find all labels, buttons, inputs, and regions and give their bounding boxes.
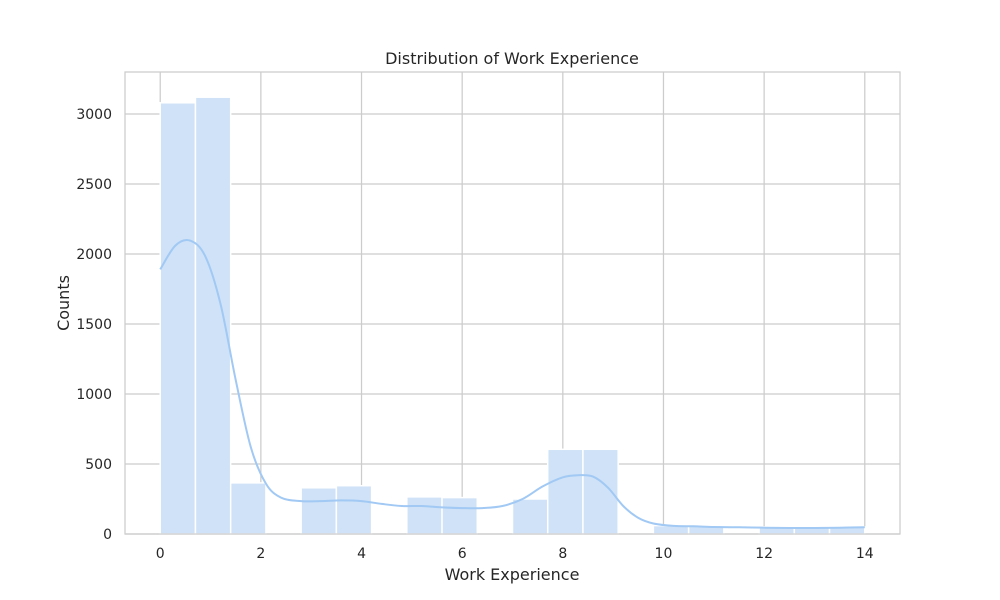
x-tick-label: 0: [156, 546, 165, 562]
x-tick-label: 2: [256, 546, 265, 562]
histogram-bars: [159, 96, 866, 535]
y-tick-label: 1000: [76, 387, 112, 403]
histogram-bar: [194, 96, 232, 535]
x-tick-label: 6: [458, 546, 467, 562]
histogram-bar: [335, 484, 373, 535]
y-tick-label: 2000: [76, 247, 112, 263]
x-tick-label: 4: [357, 546, 366, 562]
y-tick-label: 3000: [76, 107, 112, 123]
y-tick-label: 1500: [76, 317, 112, 333]
histogram-bar: [406, 496, 443, 535]
y-axis-label: Counts: [54, 275, 73, 331]
y-tick-label: 2500: [76, 177, 112, 193]
histogram-bar: [511, 498, 549, 535]
histogram-bar: [300, 487, 338, 535]
x-tick-labels: 0 2 4 6 8 10 12 14: [156, 546, 874, 562]
y-tick-label: 500: [85, 457, 112, 473]
histogram-bar: [159, 102, 197, 535]
x-axis-label: Work Experience: [445, 565, 580, 584]
plot-frame: [124, 71, 901, 535]
x-tick-label: 10: [655, 546, 673, 562]
x-tick-label: 8: [558, 546, 567, 562]
histogram-bar: [229, 482, 267, 535]
chart-title: Distribution of Work Experience: [385, 49, 639, 68]
histogram-bar: [546, 448, 584, 535]
x-tick-label: 14: [856, 546, 874, 562]
kde-curve: [159, 239, 865, 530]
y-tick-label: 0: [103, 527, 112, 543]
histogram-bar: [441, 496, 479, 535]
grid-lines: [125, 72, 900, 535]
x-tick-label: 12: [755, 546, 773, 562]
y-tick-labels: 0 500 1000 1500 2000 2500 3000: [76, 107, 112, 543]
histogram-bar: [582, 448, 619, 535]
